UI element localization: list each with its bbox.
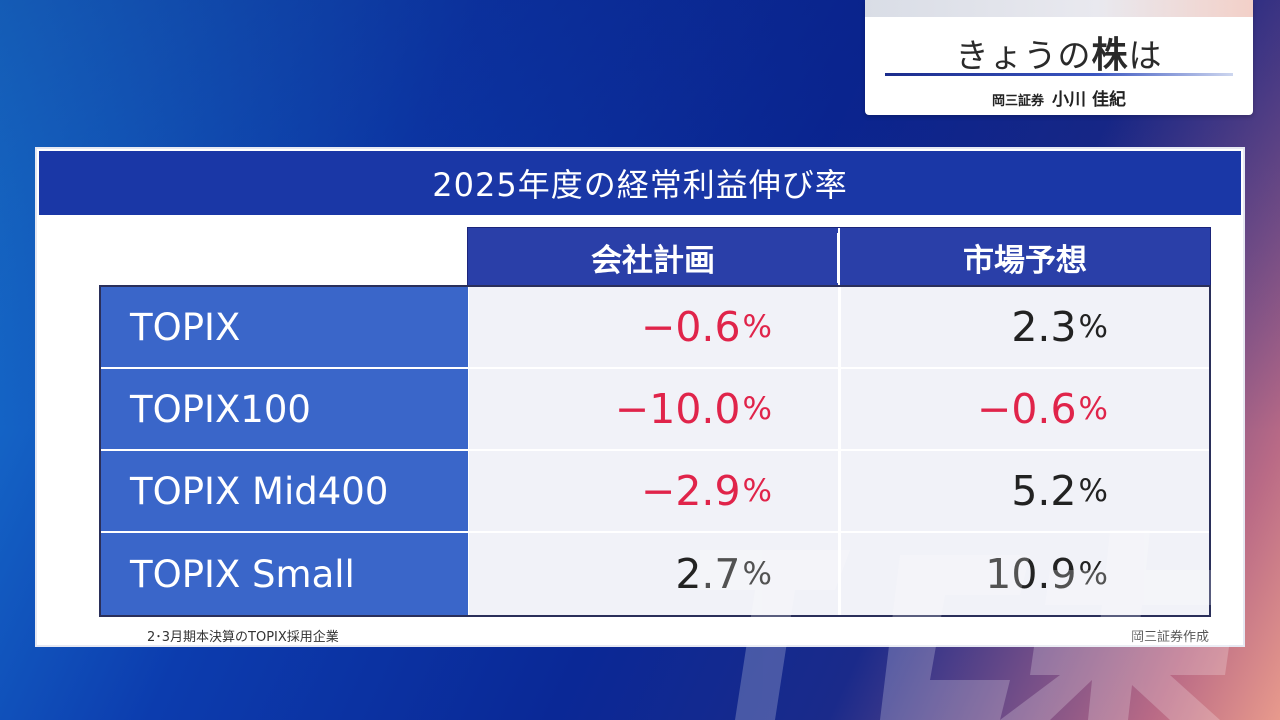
caption-title-suffix: は — [1128, 36, 1163, 75]
percent-unit: % — [1078, 391, 1108, 427]
caption-title: きょうの株は — [865, 26, 1253, 78]
cell-topix-mid400-company-plan: −2.9% — [469, 451, 838, 533]
cell-value: −0.6 — [640, 303, 741, 351]
percent-unit: % — [1078, 556, 1108, 592]
percent-unit: % — [1078, 473, 1108, 509]
cell-topix100-market-forecast: −0.6% — [841, 369, 1210, 451]
cell-value: 5.2 — [1011, 467, 1077, 515]
cell-value: 2.3 — [1011, 303, 1077, 351]
caption-title-strong: 株 — [1091, 35, 1129, 76]
row-label-topix-small: TOPIX Small — [100, 533, 468, 615]
column-header-market-forecast: 市場予想 — [840, 228, 1210, 287]
cell-topix-small-market-forecast: 10.9% — [841, 533, 1210, 615]
cell-value: −2.9 — [640, 467, 741, 515]
percent-unit: % — [742, 556, 772, 592]
percent-unit: % — [742, 391, 772, 427]
percent-unit: % — [742, 473, 772, 509]
cell-topix-small-company-plan: 2.7% — [469, 533, 838, 615]
main-panel: 2025年度の経常利益伸び率 会社計画 市場予想 TOPIX −0.6% 2.3… — [35, 147, 1245, 647]
caption-top-band — [865, 0, 1253, 17]
caption-presenter-name: 小川 佳紀 — [1052, 90, 1126, 110]
panel-title: 2025年度の経常利益伸び率 — [39, 151, 1241, 215]
cell-topix-mid400-market-forecast: 5.2% — [841, 451, 1210, 533]
footnote: 2･3月期本決算のTOPIX採用企業 — [147, 630, 339, 645]
caption-firm: 岡三証券 — [992, 94, 1045, 109]
cell-topix-company-plan: −0.6% — [469, 287, 838, 369]
caption-title-prefix: きょうの — [955, 36, 1092, 75]
cell-value: −0.6 — [976, 385, 1077, 433]
caption-rule — [885, 73, 1233, 76]
percent-unit: % — [1078, 309, 1108, 345]
column-header-company-plan: 会社計画 — [468, 228, 838, 287]
row-label-topix100: TOPIX100 — [100, 369, 468, 451]
row-label-topix-mid400: TOPIX Mid400 — [100, 451, 468, 533]
cell-topix100-company-plan: −10.0% — [469, 369, 838, 451]
cell-value: −10.0 — [614, 385, 741, 433]
cell-value: 2.7 — [675, 550, 741, 598]
row-label-topix: TOPIX — [100, 287, 468, 369]
cell-topix-market-forecast: 2.3% — [841, 287, 1210, 369]
source-note: 岡三証券作成 — [1130, 630, 1209, 645]
column-separator — [838, 287, 841, 615]
caption-presenter: 岡三証券 小川 佳紀 — [865, 85, 1253, 110]
column-header-divider — [837, 233, 840, 283]
cell-value: 10.9 — [985, 550, 1077, 598]
program-caption-card: きょうの株は 岡三証券 小川 佳紀 — [865, 0, 1253, 115]
percent-unit: % — [742, 309, 772, 345]
